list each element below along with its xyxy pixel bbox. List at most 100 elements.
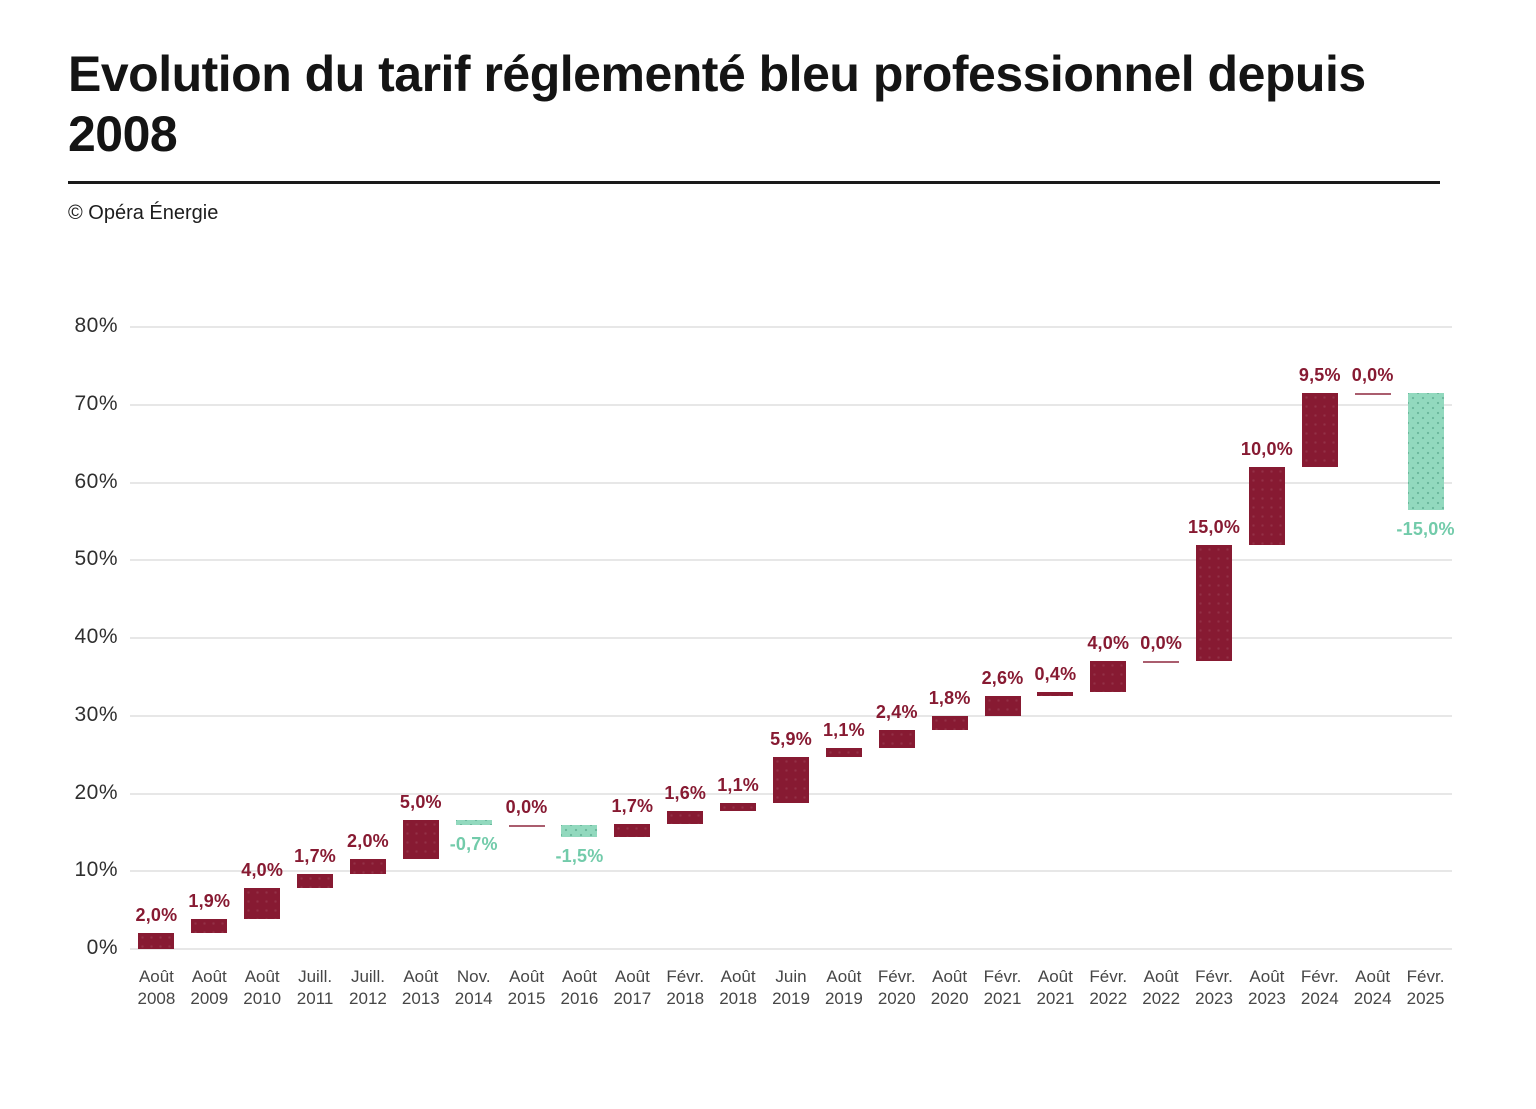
waterfall-bar [1143, 661, 1180, 664]
waterfall-bar [1196, 544, 1233, 662]
y-axis-tick-label: 0% [86, 936, 118, 959]
gridline-10 [130, 870, 1452, 873]
x-axis-category-label: Août 2023 [1223, 966, 1311, 1010]
waterfall-bar [349, 858, 386, 875]
waterfall-bar [191, 918, 228, 934]
x-axis-category-label: Févr. 2023 [1170, 966, 1258, 1010]
x-axis-year: 2022 [1089, 988, 1128, 1008]
x-axis-year: 2015 [507, 988, 546, 1008]
waterfall-bar [138, 933, 175, 949]
waterfall-bar [931, 715, 968, 730]
y-axis-tick-label: 50% [74, 547, 118, 571]
x-axis-month: Août [191, 967, 227, 986]
waterfall-bar [720, 802, 757, 812]
waterfall-bar [244, 887, 281, 919]
x-axis-category-label: Févr. 2020 [853, 966, 941, 1010]
x-axis-month: Août [244, 967, 280, 986]
bar-value-label: 0,0% [1140, 633, 1183, 654]
waterfall-bar [614, 823, 651, 838]
x-axis-category-label: Juin 2019 [747, 966, 835, 1010]
page-title: Evolution du tarif réglementé bleu profe… [68, 46, 1366, 162]
x-axis-month: Févr. [1406, 967, 1445, 986]
bar-value-label: 1,9% [188, 890, 231, 911]
x-axis-year: 2008 [137, 988, 176, 1008]
x-axis-year: 2023 [1195, 988, 1233, 1008]
x-axis-month: Août [932, 967, 968, 986]
x-axis-category-label: Août 2022 [1117, 966, 1205, 1010]
bar-value-label: 1,8% [928, 687, 971, 708]
x-axis-year: 2023 [1247, 988, 1286, 1008]
x-axis-month: Août [614, 967, 650, 986]
x-axis-category-label: Août 2020 [906, 966, 994, 1010]
bar-value-label: 15,0% [1188, 516, 1241, 537]
x-axis-year: 2019 [824, 988, 863, 1008]
bar-value-label: 10,0% [1240, 438, 1293, 459]
bar-value-label: 0,4% [1034, 664, 1077, 685]
gridline-80 [130, 326, 1452, 328]
bar-value-label: 5,0% [399, 791, 442, 812]
x-axis-month: Août [826, 967, 862, 986]
waterfall-bar [1354, 393, 1391, 396]
x-axis-category-label: Août 2024 [1329, 966, 1417, 1010]
waterfall-bar [1248, 466, 1285, 545]
gridline-30 [130, 714, 1452, 717]
x-axis-year: 2020 [930, 988, 969, 1008]
x-axis-year: 2012 [349, 988, 387, 1008]
x-axis-month: Août [1143, 967, 1179, 986]
x-axis-month: Févr. [1195, 967, 1233, 986]
x-axis-year: 2024 [1353, 988, 1392, 1008]
bar-value-label: 5,9% [770, 728, 812, 749]
x-axis-category-label: Août 2017 [588, 966, 676, 1010]
bar-value-label: 1,7% [611, 795, 654, 816]
x-axis-category-label: Août 2015 [483, 966, 571, 1010]
x-axis-category-label: Août 2009 [165, 966, 253, 1010]
x-axis-category-label: Août 2018 [694, 966, 782, 1010]
x-axis-category-label: Févr. 2025 [1382, 966, 1470, 1010]
x-axis-category-label: Août 2019 [800, 966, 888, 1010]
x-axis-year: 2021 [1036, 988, 1075, 1008]
bar-value-label: 1,1% [717, 774, 760, 795]
x-axis-year: 2019 [772, 988, 810, 1008]
x-axis-category-label: Nov. 2014 [430, 966, 518, 1010]
x-axis-month: Févr. [877, 967, 916, 986]
x-axis-category-label: Août 2013 [377, 966, 465, 1010]
y-axis-tick-label: 70% [74, 391, 118, 415]
gridline-50 [130, 559, 1452, 562]
waterfall-bar [508, 825, 545, 828]
bar-value-label: 2,0% [135, 905, 178, 926]
copyright-credit: © Opéra Énergie [68, 202, 219, 224]
bar-value-label: 1,1% [822, 720, 865, 741]
x-axis-year: 2009 [190, 988, 229, 1008]
x-axis-year: 2021 [983, 988, 1022, 1008]
y-axis-tick-label: 30% [74, 702, 118, 726]
bar-value-label: 0,0% [505, 797, 548, 818]
waterfall-bar [825, 748, 862, 757]
waterfall-bar [667, 811, 704, 824]
x-axis-year: 2016 [560, 988, 599, 1008]
bar-value-label: 2,0% [347, 830, 389, 851]
x-axis-month: Août [1037, 967, 1073, 986]
bar-value-label: -15,0% [1396, 518, 1455, 539]
x-axis-month: Févr. [983, 967, 1022, 986]
bar-value-label: 4,0% [1087, 633, 1130, 654]
bar-value-label: -0,7% [449, 834, 498, 855]
bar-value-label: 1,6% [664, 783, 707, 804]
waterfall-bar [1301, 393, 1338, 467]
x-axis-month: Août [403, 967, 439, 986]
bar-value-label: 1,7% [294, 846, 336, 867]
x-axis-category-label: Juill. 2012 [324, 966, 412, 1010]
y-axis-tick-label: 60% [74, 469, 118, 493]
gridline-70 [130, 403, 1452, 406]
title-divider [68, 181, 1440, 184]
bar-value-label: -1,5% [555, 846, 604, 867]
x-axis-year: 2010 [243, 988, 282, 1008]
x-axis-category-label: Juill. 2011 [271, 966, 359, 1010]
x-axis-year: 2013 [401, 988, 440, 1008]
x-axis-month: Août [1355, 967, 1391, 986]
bar-value-label: 9,5% [1298, 365, 1341, 386]
waterfall-bar [773, 756, 809, 803]
x-axis-year: 2020 [877, 988, 916, 1008]
x-axis-year: 2014 [454, 988, 493, 1008]
bar-value-label: 4,0% [241, 859, 284, 880]
